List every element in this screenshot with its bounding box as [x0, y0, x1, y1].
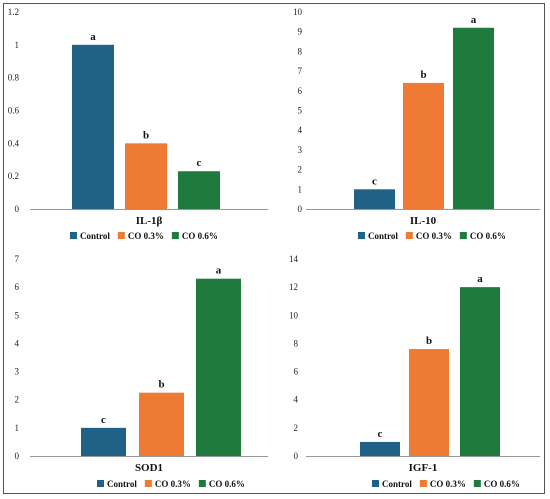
bar-co-0-3	[125, 143, 167, 209]
y-tick-label: 2	[294, 423, 299, 433]
y-tick-label: 0.6	[8, 106, 20, 116]
legend-swatch-co-0-6	[198, 480, 206, 487]
data-label: a	[216, 265, 222, 277]
y-tick-label: 3	[298, 145, 303, 155]
y-tick-label: 1.2	[8, 7, 19, 17]
bar-control	[354, 189, 395, 209]
y-tick-label: 1	[15, 40, 20, 50]
bar-co-0-3	[409, 349, 449, 456]
bar-control	[81, 427, 126, 456]
legend-label-control: Control	[107, 479, 137, 489]
y-tick-label: 5	[298, 106, 303, 116]
legend-swatch-co-0-3	[419, 480, 427, 487]
data-label: a	[90, 31, 96, 43]
bar-co-0-6	[178, 171, 220, 209]
y-tick-label: 0.2	[8, 171, 19, 181]
data-label: c	[197, 157, 202, 169]
bar-co-0-3	[139, 392, 184, 456]
y-tick-label: 10	[293, 7, 303, 17]
legend-label-control: Control	[368, 231, 398, 241]
y-tick-label: 6	[294, 367, 299, 377]
y-tick-label: 10	[289, 310, 299, 320]
y-tick-label: 0	[15, 451, 20, 461]
data-label: c	[372, 175, 377, 187]
x-axis-label: SOD1	[135, 462, 163, 474]
legend-swatch-co-0-3	[405, 232, 413, 239]
legend-swatch-control	[70, 232, 77, 239]
legend-swatch-co-0-3	[144, 480, 152, 487]
data-label: b	[420, 69, 426, 81]
y-tick-label: 12	[289, 282, 298, 292]
y-tick-label: 0.4	[8, 138, 20, 148]
legend-swatch-co-0-3	[117, 232, 125, 239]
y-tick-label: 7	[298, 66, 303, 76]
y-tick-label: 4	[15, 338, 20, 348]
data-label: c	[101, 414, 106, 426]
legend-swatch-control	[358, 232, 365, 239]
legend-swatch-co-0-6	[473, 480, 481, 487]
legend-label-co-0-3: CO 0.3%	[430, 479, 466, 489]
data-label: a	[471, 14, 477, 26]
data-label: b	[143, 129, 149, 141]
legend-label-co-0-3: CO 0.3%	[155, 479, 191, 489]
legend-label-co-0-6: CO 0.6%	[484, 479, 520, 489]
legend-swatch-co-0-6	[171, 232, 179, 239]
bar-control	[360, 441, 400, 456]
data-label: b	[426, 335, 432, 347]
legend-label-control: Control	[382, 479, 412, 489]
y-tick-label: 14	[289, 254, 299, 264]
bar-co-0-6	[453, 27, 494, 210]
legend-label-co-0-6: CO 0.6%	[182, 231, 218, 241]
bar-co-0-6	[460, 287, 500, 456]
x-axis-label: IGF-1	[409, 462, 438, 474]
y-tick-label: 5	[15, 310, 20, 320]
y-tick-label: 1	[298, 184, 303, 194]
legend-label-co-0-6: CO 0.6%	[209, 479, 245, 489]
y-tick-label: 1	[15, 423, 20, 433]
y-tick-label: 8	[298, 46, 303, 56]
legend-label-co-0-3: CO 0.3%	[416, 231, 452, 241]
y-tick-label: 4	[298, 125, 303, 135]
data-label: a	[477, 273, 483, 285]
y-tick-label: 0	[15, 204, 20, 214]
y-tick-label: 2	[298, 165, 303, 175]
legend-label-co-0-6: CO 0.6%	[470, 231, 506, 241]
data-label: b	[158, 379, 164, 391]
legend-swatch-control	[372, 480, 379, 487]
y-tick-label: 0	[294, 451, 299, 461]
y-tick-label: 6	[15, 282, 20, 292]
legend-swatch-co-0-6	[459, 232, 467, 239]
y-tick-label: 7	[15, 254, 20, 264]
y-tick-label: 0.8	[8, 73, 20, 83]
figure-frame	[3, 3, 545, 494]
legend-label-co-0-3: CO 0.3%	[128, 231, 164, 241]
bar-co-0-3	[403, 82, 444, 209]
x-axis-label: IL-10	[410, 215, 437, 227]
legend-swatch-control	[97, 480, 104, 487]
bar-control	[72, 44, 114, 210]
x-axis-label: IL-1β	[136, 215, 163, 227]
y-tick-label: 0	[298, 204, 303, 214]
y-tick-label: 6	[298, 86, 303, 96]
y-tick-label: 8	[294, 338, 299, 348]
data-label: c	[378, 428, 383, 440]
y-tick-label: 9	[298, 27, 303, 37]
y-tick-label: 3	[15, 367, 20, 377]
bar-co-0-6	[196, 278, 241, 456]
y-tick-label: 2	[15, 395, 20, 405]
legend-label-control: Control	[80, 231, 110, 241]
y-tick-label: 4	[294, 395, 299, 405]
